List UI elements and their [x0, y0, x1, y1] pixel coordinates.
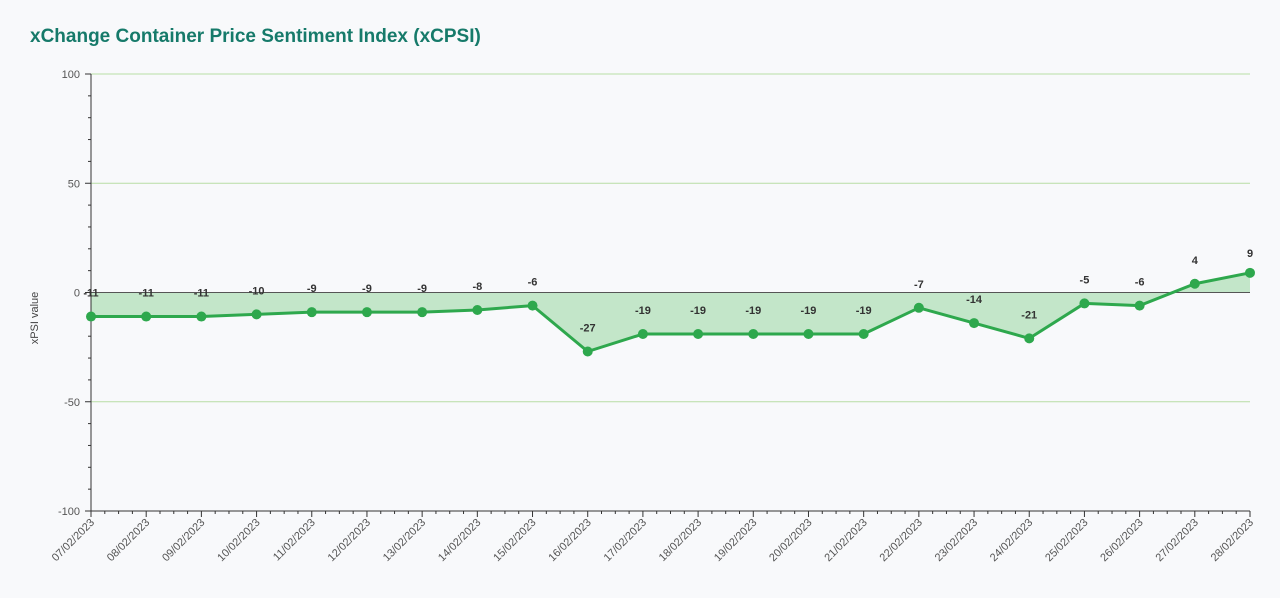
data-point	[472, 304, 483, 315]
data-label: 4	[1192, 255, 1199, 267]
data-label: -14	[966, 294, 983, 306]
data-label: -8	[472, 281, 482, 293]
series-line	[91, 271, 1251, 353]
data-label: -10	[249, 285, 265, 297]
x-tick-label: 27/02/2023	[1154, 517, 1201, 564]
x-tick-label: 20/02/2023	[767, 517, 814, 564]
x-tick-label: 09/02/2023	[160, 517, 207, 564]
grid-lines	[91, 73, 1250, 403]
x-tick-label: 21/02/2023	[822, 517, 869, 564]
x-tick-label: 07/02/2023	[50, 517, 97, 564]
data-label: -19	[801, 305, 817, 317]
data-point	[693, 329, 704, 340]
axes	[90, 74, 1250, 512]
data-label: -9	[307, 283, 317, 295]
data-label: -11	[139, 288, 154, 300]
data-label: -5	[1080, 274, 1090, 286]
data-point	[803, 329, 814, 340]
data-point	[86, 311, 96, 322]
data-point	[1189, 278, 1200, 289]
x-tick-label: 15/02/2023	[491, 517, 538, 564]
data-label: -7	[914, 279, 924, 291]
data-point	[251, 309, 262, 320]
data-label: -6	[1135, 277, 1145, 289]
data-point	[1024, 333, 1035, 344]
x-tick-label: 26/02/2023	[1098, 517, 1145, 564]
y-tick-label: -50	[64, 397, 80, 409]
data-point	[1134, 300, 1145, 311]
y-tick-label: -100	[58, 506, 80, 518]
area-fill-layer	[91, 272, 1250, 352]
x-tick-label: 10/02/2023	[215, 517, 262, 564]
data-point	[582, 346, 593, 357]
chart-title: xChange Container Price Sentiment Index …	[30, 26, 481, 47]
y-tick-label: 0	[74, 288, 80, 300]
y-axis-ticks: 100 50 0 -50 -100	[58, 69, 91, 518]
data-point	[141, 311, 152, 322]
x-tick-label: 16/02/2023	[546, 517, 593, 564]
x-axis-ticks: 07/02/2023 08/02/2023 09/02/2023 10/02/2023…	[50, 511, 1256, 564]
data-point	[748, 329, 759, 340]
y-tick-label: 50	[68, 178, 80, 190]
data-label: -9	[417, 283, 427, 295]
data-point	[527, 300, 538, 311]
data-label: -21	[1021, 309, 1037, 321]
x-tick-label: 19/02/2023	[712, 517, 759, 564]
data-label: -19	[635, 305, 651, 317]
series-layer	[86, 267, 1255, 357]
data-point	[417, 307, 428, 318]
data-point	[361, 307, 372, 318]
x-tick-label: 08/02/2023	[105, 517, 152, 564]
data-point	[969, 318, 980, 329]
x-tick-label: 13/02/2023	[381, 517, 428, 564]
data-point	[637, 329, 648, 340]
data-label: -19	[856, 305, 872, 317]
data-point	[306, 307, 317, 318]
x-tick-label: 22/02/2023	[878, 517, 925, 564]
data-label: -27	[580, 322, 596, 334]
y-axis-title: xPSI value	[29, 292, 41, 345]
x-tick-label: 25/02/2023	[1043, 517, 1090, 564]
x-tick-label: 28/02/2023	[1209, 517, 1256, 564]
x-tick-label: 11/02/2023	[271, 517, 318, 564]
data-label: -9	[362, 283, 372, 295]
x-tick-label: 14/02/2023	[436, 517, 483, 564]
data-point	[858, 329, 869, 340]
data-point	[913, 302, 924, 313]
x-tick-label: 12/02/2023	[326, 517, 373, 564]
y-tick-label: 100	[62, 69, 80, 81]
x-tick-label: 24/02/2023	[988, 517, 1035, 564]
data-point	[1079, 298, 1090, 309]
data-label: 9	[1247, 248, 1253, 260]
x-tick-label: 23/02/2023	[933, 517, 980, 564]
data-point	[196, 311, 207, 322]
data-point	[1245, 267, 1255, 278]
data-label: -19	[745, 305, 761, 317]
data-labels: -11 -11 -11 -10 -9 -9 -9 -8 -6 -27 -19 -19 -19 -19 -19…	[83, 248, 1253, 335]
data-label: -11	[83, 288, 98, 300]
area-fill	[91, 272, 1250, 352]
data-label: -19	[690, 305, 706, 317]
data-label: -11	[194, 288, 209, 300]
x-tick-label: 17/02/2023	[602, 517, 649, 564]
x-tick-label: 18/02/2023	[657, 517, 704, 564]
data-label: -6	[528, 277, 538, 289]
